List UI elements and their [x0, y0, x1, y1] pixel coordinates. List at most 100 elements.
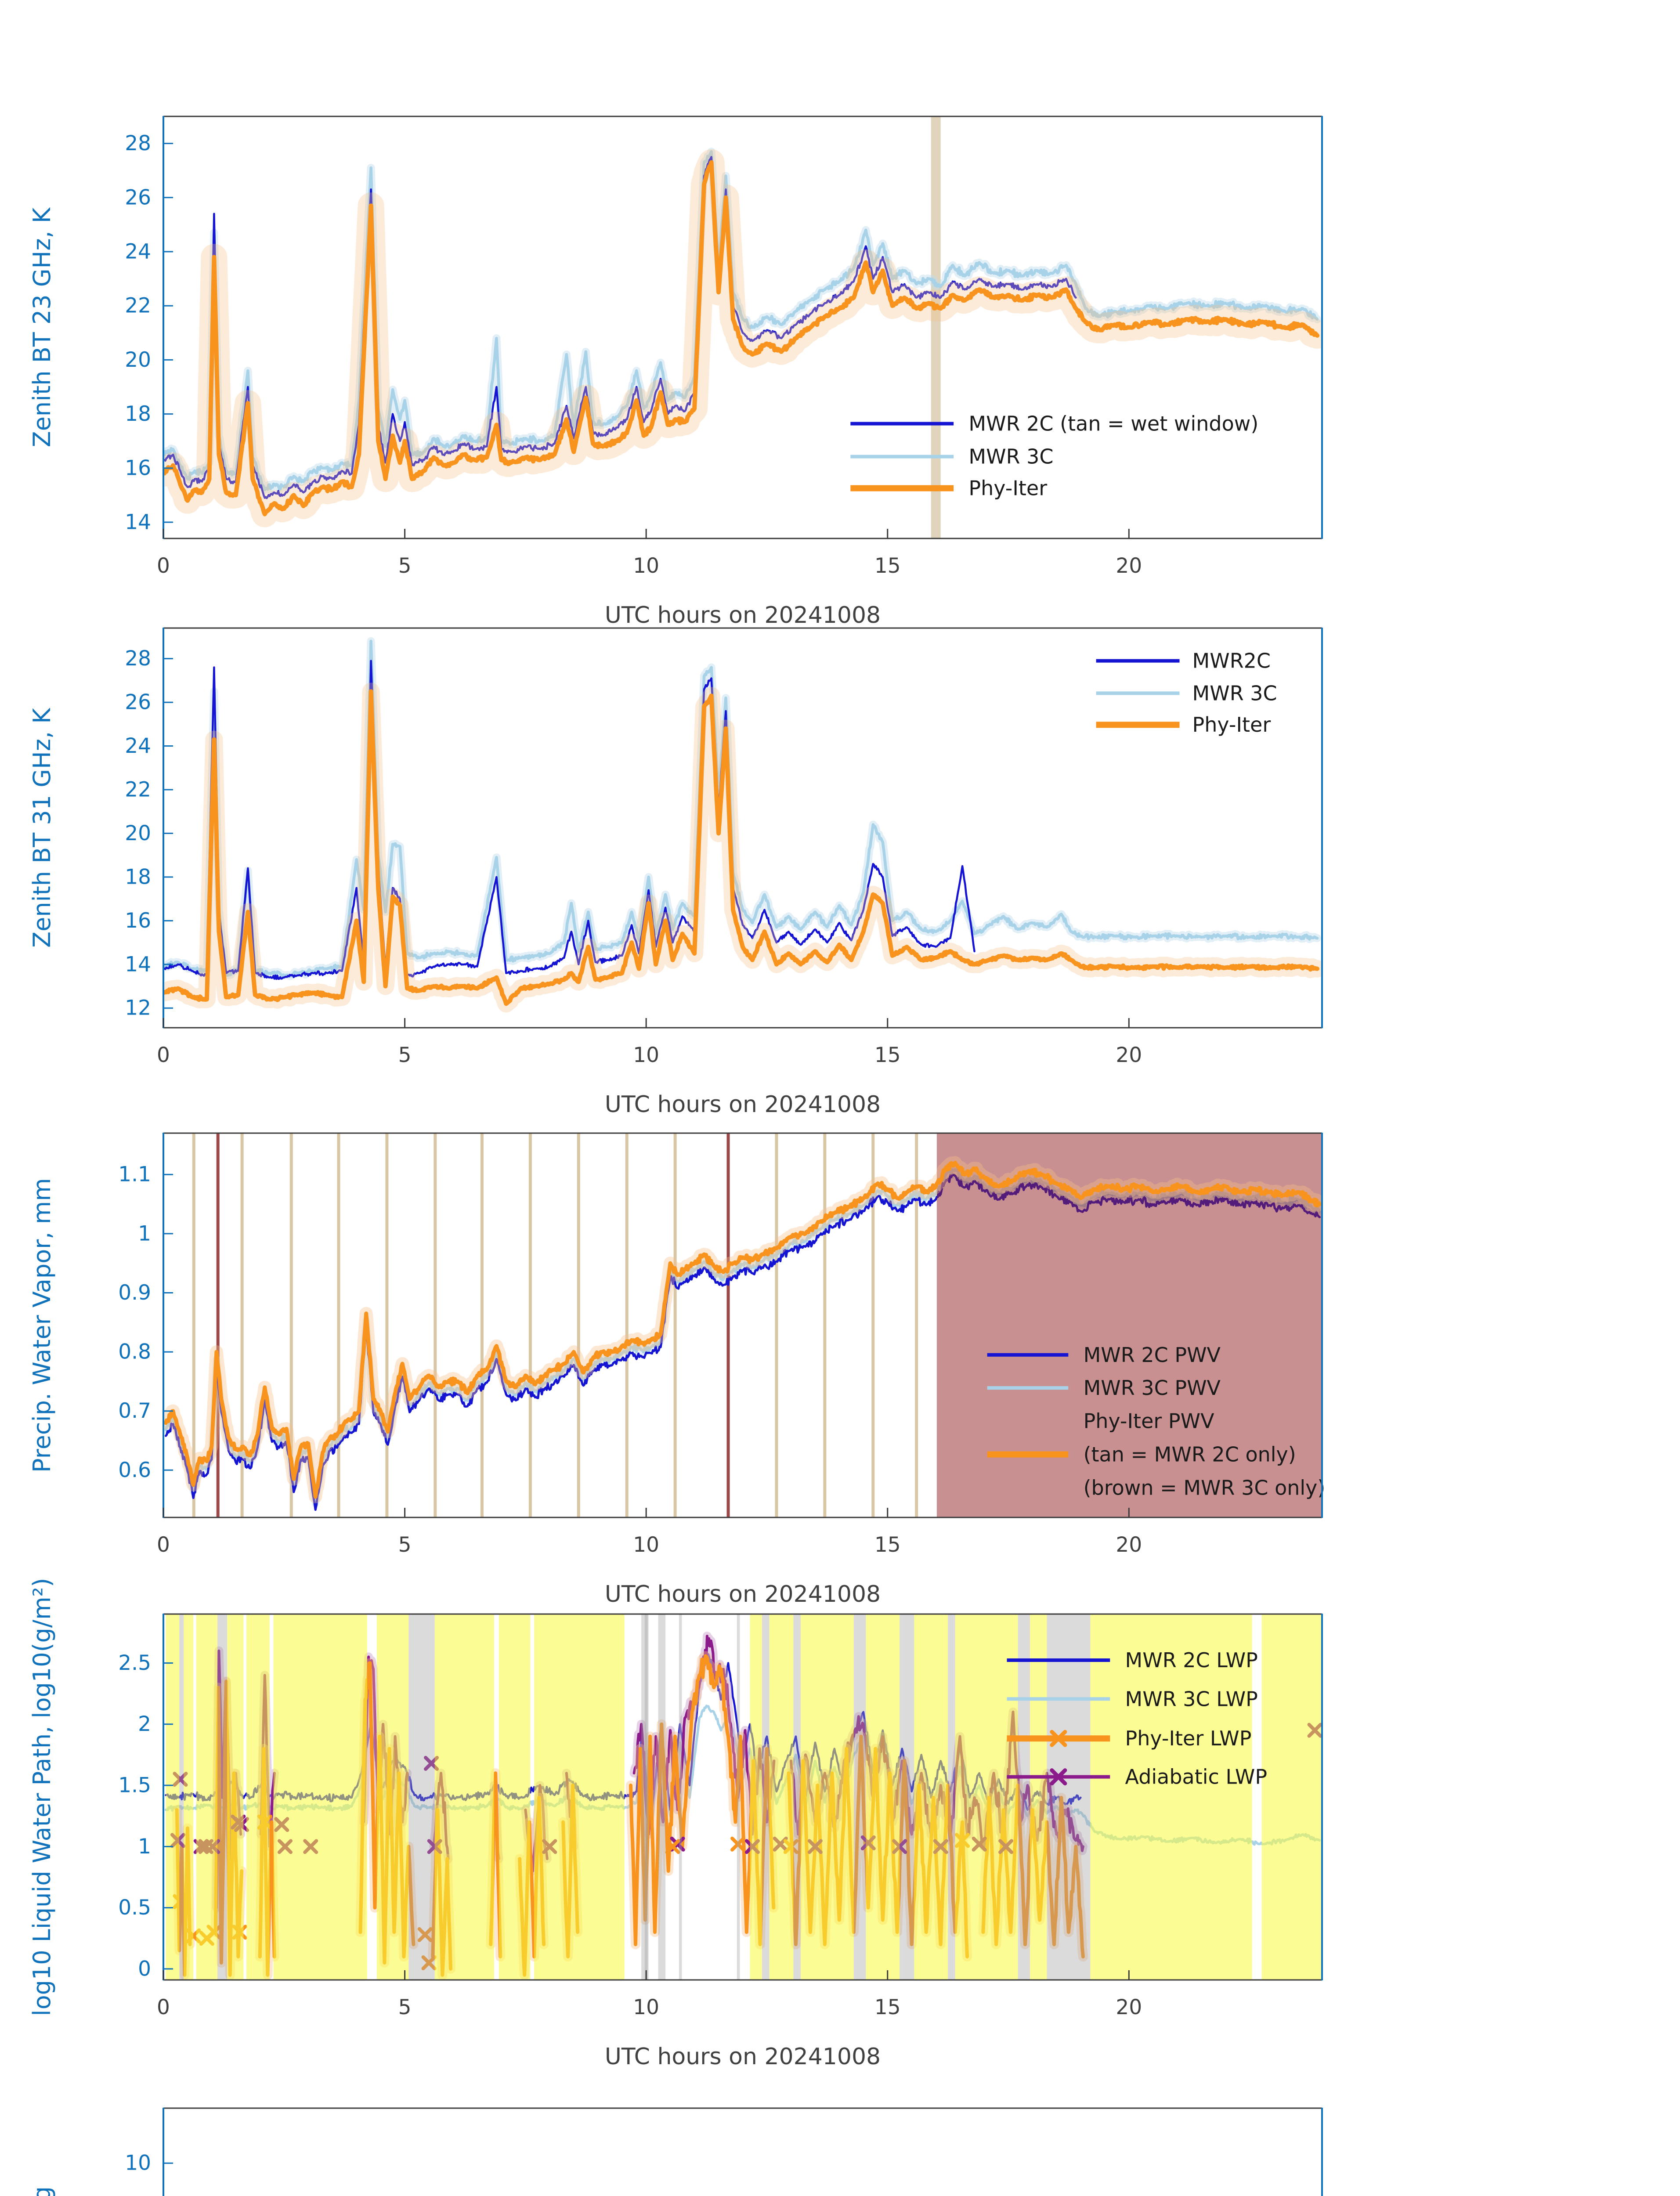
band-yellow: [273, 1614, 367, 1980]
y-axis-label: log10 Liquid Water Path, log10(g/m²): [28, 1578, 56, 2016]
legend-label: (brown = MWR 3C only): [1084, 1476, 1326, 1500]
band-yellow: [914, 1614, 948, 1980]
y-tick-label: 0.8: [118, 1340, 151, 1364]
y-tick-label: 14: [125, 952, 151, 976]
y-tick-label: 26: [125, 185, 151, 209]
band-yellow: [769, 1614, 794, 1980]
band-gray: [641, 1614, 649, 1980]
y-tick-label: 0.7: [118, 1399, 151, 1423]
band-gray: [679, 1614, 682, 1980]
band-yellow: [955, 1614, 1018, 1980]
y-tick-label: 1.5: [118, 1773, 151, 1798]
series-line-mwr-3c: [163, 639, 1319, 978]
x-axis-label: UTC hours on 20241008: [605, 2044, 881, 2070]
legend-label: Phy-Iter: [968, 477, 1047, 500]
legend-marker-x: [1050, 1730, 1067, 1747]
band-gray: [658, 1614, 666, 1980]
legend-label: MWR 2C LWP: [1125, 1648, 1258, 1672]
plot-area-lwp: [164, 1614, 1322, 1980]
y-tick-label: 26: [125, 690, 151, 715]
chart-pwv: MWR 2C PWV MWR 3C PWV Phy-Iter PWV (tan = M…: [28, 1132, 1326, 1607]
x-tick-label: 5: [398, 1533, 412, 1557]
legend-lwp: MWR 2C LWP MWR 3C LWP Phy-Iter LWP Adiabati…: [1007, 1648, 1267, 1789]
x-tick-label: 15: [874, 1533, 901, 1557]
chart-dqflag: 051015200246810UTC hours on 20241008MWR …: [28, 2107, 1323, 2196]
y-tick-label: 28: [125, 131, 151, 155]
x-tick-label: 0: [157, 1043, 170, 1067]
band-gray: [644, 1614, 648, 1980]
chart-bt23: MWR 2C (tan = wet window) MWR 3C Phy-Iter 0…: [28, 116, 1323, 628]
y-tick-label: 1: [138, 1835, 151, 1859]
x-tick-label: 20: [1116, 1043, 1142, 1067]
band-wet: [931, 116, 941, 538]
y-tick-label: 0: [138, 1957, 151, 1981]
band-yellow: [1030, 1614, 1047, 1980]
y-tick-label: 0.6: [118, 1458, 151, 1482]
legend-label: (tan = MWR 2C only): [1084, 1443, 1296, 1466]
marker-orange_x: [417, 1927, 433, 1942]
x-tick-label: 5: [398, 1995, 412, 2019]
y-axis-label: Zenith BT 31 GHz, K: [28, 708, 56, 948]
plot-area-pwv: [163, 1133, 1322, 1517]
x-tick-label: 20: [1116, 1533, 1142, 1557]
band-gray: [1018, 1614, 1030, 1980]
legend-bt23: MWR 2C (tan = wet window) MWR 3C Phy-Iter: [850, 412, 1258, 500]
x-tick-label: 5: [398, 1043, 412, 1067]
series-envelope-phy-iter: [163, 683, 1322, 1013]
x-axis-label: UTC hours on 20241008: [605, 602, 881, 628]
band-gray: [408, 1614, 435, 1980]
band-gray: [793, 1614, 801, 1980]
band-yellow: [196, 1614, 218, 1980]
series-line-phy-iter-pwv: [164, 1160, 1322, 1499]
y-tick-label: 10: [125, 2151, 151, 2175]
legend-label: Adiabatic LWP: [1125, 1765, 1268, 1789]
x-tick-label: 15: [874, 554, 901, 578]
band-yellow: [1090, 1614, 1252, 1980]
legend-pwv: MWR 2C PWV MWR 3C PWV Phy-Iter PWV (tan = M…: [987, 1343, 1326, 1500]
marker-orange_x: [421, 1955, 437, 1970]
series-line-mwr-2c: [163, 156, 1077, 499]
y-tick-label: 28: [125, 647, 151, 671]
plot-area-bt23: [163, 116, 1322, 538]
band-yellow: [750, 1614, 762, 1980]
x-tick-label: 20: [1116, 554, 1142, 578]
y-tick-label: 18: [125, 865, 151, 889]
y-axis-label: Precip. Water Vapor, mm: [28, 1178, 56, 1473]
band-yellow: [227, 1614, 244, 1980]
x-tick-label: 10: [633, 1043, 659, 1067]
x-tick-label: 10: [633, 554, 659, 578]
y-tick-label: 22: [125, 777, 151, 802]
x-axis-label: UTC hours on 20241008: [605, 1581, 881, 1607]
band-yellow: [166, 1614, 180, 1980]
x-tick-label: 0: [157, 1533, 170, 1557]
y-axis-label: Zenith BT 23 GHz, K: [28, 207, 56, 447]
y-tick-label: 12: [125, 996, 151, 1020]
y-tick-label: 24: [125, 734, 151, 758]
band-yellow: [184, 1614, 194, 1980]
band-gray: [948, 1614, 955, 1980]
legend-label: MWR 3C: [968, 445, 1053, 469]
band-gray: [1047, 1614, 1091, 1980]
band-yellow: [1261, 1614, 1321, 1980]
marker-orange_x: [730, 1836, 746, 1852]
y-tick-label: 1: [138, 1221, 151, 1246]
legend-bt31: MWR2C MWR 3C Phy-Iter: [1096, 649, 1277, 737]
y-tick-label: 18: [125, 402, 151, 426]
legend-label: MWR 3C PWV: [1084, 1376, 1221, 1400]
series-line-mwr-3c: [163, 150, 1319, 491]
x-tick-label: 15: [874, 1995, 901, 2019]
x-tick-label: 5: [398, 554, 412, 578]
band-gray: [179, 1614, 184, 1980]
band-yellow: [499, 1614, 531, 1980]
y-tick-label: 16: [125, 909, 151, 933]
y-tick-label: 20: [125, 821, 151, 845]
y-axis-label: MWR Phy Iter DQ Flag: [28, 2186, 56, 2196]
legend-marker-x: [1050, 1768, 1067, 1786]
band-gray: [737, 1614, 740, 1980]
marker-orange_x: [665, 1839, 680, 1854]
band-yellow: [434, 1614, 494, 1980]
y-tick-label: 24: [125, 240, 151, 264]
x-tick-label: 10: [633, 1995, 659, 2019]
x-tick-label: 0: [157, 554, 170, 578]
